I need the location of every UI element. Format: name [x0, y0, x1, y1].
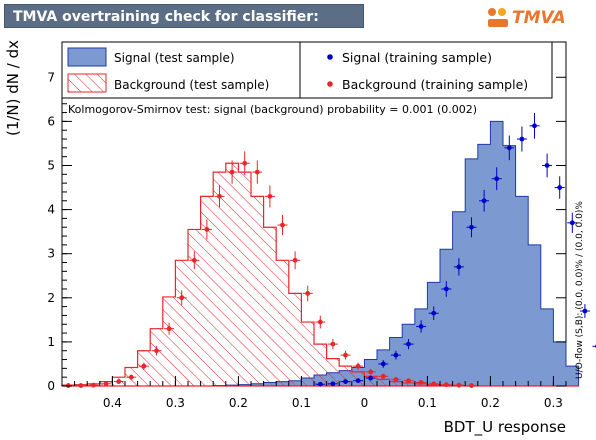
x-axis-label: BDT_U response	[444, 418, 566, 437]
background-training-point	[305, 290, 311, 296]
y-tick-label: 6	[47, 114, 55, 128]
background-training-point	[204, 227, 210, 232]
legend-signal-point-marker	[327, 54, 333, 60]
y-tick-label: 1	[47, 335, 55, 349]
legend-signal-fill-swatch	[67, 47, 107, 67]
y-tick-label: 0	[47, 379, 55, 393]
signal-training-point	[443, 286, 449, 292]
background-training-point	[166, 326, 172, 332]
x-tick-label: 0.1	[418, 396, 437, 410]
overflow-note: U/O-flow (S,B): (0.0, 0.0)% / (0.0, 0.0)…	[575, 201, 585, 379]
signal-training-point	[469, 224, 474, 230]
background-training-point	[217, 193, 222, 199]
background-training-point	[229, 169, 235, 175]
background-training-point	[418, 380, 424, 385]
signal-training-point	[355, 378, 361, 384]
background-training-point	[242, 160, 248, 166]
signal-training-point	[330, 381, 336, 387]
background-training-point	[443, 382, 449, 388]
signal-training-point	[418, 324, 424, 329]
signal-training-point	[406, 341, 411, 347]
x-tick-label: 0.1	[292, 396, 311, 410]
background-training-point	[154, 348, 159, 354]
legend-background-hatch-swatch	[67, 73, 107, 93]
x-tick-label: 0	[361, 396, 369, 410]
signal-training-point	[582, 308, 588, 314]
legend-box-right	[299, 41, 553, 99]
background-training-point	[330, 341, 336, 347]
x-tick-label: 0.3	[166, 396, 185, 410]
plot-title: TMVA overtraining check for classifier: …	[4, 4, 364, 49]
tmva-logo: TMVA	[486, 6, 586, 30]
signal-training-point	[343, 379, 348, 384]
background-training-point	[280, 222, 285, 228]
background-training-point	[116, 379, 122, 384]
legend-background-training-label: Background (training sample)	[342, 77, 528, 92]
legend-signal-training-label: Signal (training sample)	[342, 50, 492, 65]
x-tick-label: 0.4	[103, 396, 122, 410]
y-tick-label: 4	[47, 203, 55, 217]
signal-training-point	[532, 123, 537, 129]
background-training-point	[355, 363, 361, 369]
background-training-point	[78, 383, 84, 388]
y-tick-label: 7	[47, 70, 55, 84]
background-training-point	[406, 378, 411, 384]
background-training-point	[343, 352, 348, 358]
signal-training-point	[368, 375, 374, 381]
signal-training-point	[557, 185, 563, 190]
x-tick-label: 0.2	[229, 396, 248, 410]
background-training-point	[456, 382, 462, 388]
background-training-point	[393, 376, 399, 382]
ks-annotation: Kolmogorov-Smirnov test: signal (backgro…	[68, 103, 477, 116]
signal-training-point	[569, 220, 575, 226]
background-training-point	[267, 193, 273, 199]
y-tick-label: 3	[47, 247, 55, 261]
background-training-point	[191, 257, 197, 263]
y-tick-label: 5	[47, 158, 55, 172]
background-training-point	[128, 374, 134, 380]
signal-training-point	[481, 198, 487, 204]
legend-background-point-marker	[327, 81, 333, 87]
legend-signal-test-label: Signal (test sample)	[114, 51, 235, 65]
signal-training-point	[456, 264, 462, 270]
background-training-point	[431, 381, 437, 387]
signal-training-point	[544, 163, 550, 168]
background-training-point	[317, 319, 323, 325]
tmva-logo-icon	[488, 8, 508, 27]
background-training-point	[254, 169, 260, 175]
signal-training-point	[506, 145, 512, 151]
background-training-point	[103, 381, 109, 387]
legend-background-test-label: Background (test sample)	[114, 78, 269, 92]
background-training-point	[91, 382, 96, 388]
background-training-point	[179, 295, 185, 301]
background-training-point	[368, 369, 374, 375]
background-training-point	[292, 257, 298, 263]
signal-training-point	[317, 381, 323, 387]
signal-training-point	[431, 310, 437, 316]
signal-training-point	[494, 176, 500, 182]
x-tick-label: 0.3	[544, 396, 563, 410]
background-training-point	[469, 383, 474, 388]
signal-training-point	[519, 136, 525, 142]
signal-training-point	[393, 352, 399, 358]
signal-training-point	[380, 361, 386, 367]
background-training-point	[141, 363, 147, 369]
y-axis-label: (1/N) dN / dx	[4, 40, 22, 136]
background-training-point	[380, 373, 386, 379]
x-tick-label: 0.2	[481, 396, 500, 410]
tmva-logo-text: TMVA	[512, 8, 566, 28]
y-tick-label: 2	[47, 291, 55, 305]
